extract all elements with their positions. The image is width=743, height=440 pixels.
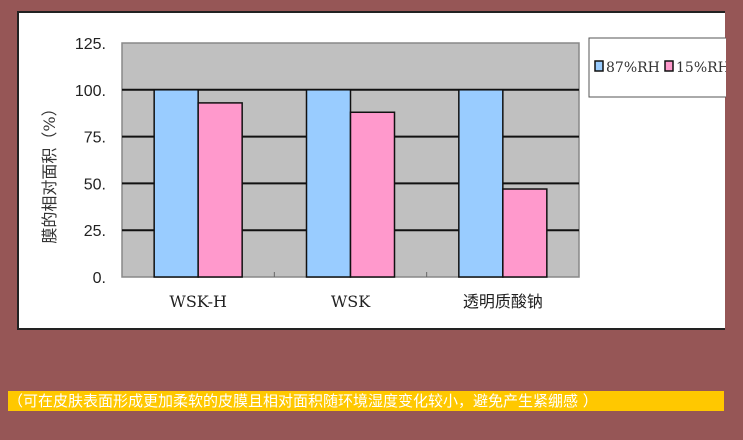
y-tick-label: 50. bbox=[84, 176, 106, 193]
x-tick-label: WSK bbox=[331, 292, 371, 311]
y-tick-label: 100. bbox=[75, 83, 106, 100]
background-strip bbox=[726, 0, 743, 340]
legend-swatch-15%RH bbox=[664, 60, 674, 72]
bar-87%RH-透明质酸钠 bbox=[458, 89, 504, 278]
y-tick-label: 125. bbox=[75, 36, 106, 53]
bar-15%RH-WSK-H bbox=[197, 102, 243, 278]
caption-banner: （可在皮肤表面形成更加柔软的皮膜且相对面积随环境湿度变化较小，避免产生紧绷感 ） bbox=[8, 391, 724, 411]
bar-87%RH-WSK-H bbox=[153, 89, 199, 278]
legend-swatch-87%RH bbox=[594, 60, 604, 72]
bar-15%RH-透明质酸钠 bbox=[502, 188, 548, 278]
legend-label: 87%RH bbox=[606, 60, 660, 76]
legend-label: 15%RH bbox=[676, 60, 730, 76]
bar-15%RH-WSK bbox=[349, 111, 396, 278]
x-tick-label: 透明质酸钠 bbox=[463, 292, 543, 311]
y-tick-label: 0. bbox=[93, 270, 106, 287]
bar-87%RH-WSK bbox=[305, 89, 352, 278]
legend-box bbox=[588, 37, 730, 98]
y-tick-label: 25. bbox=[84, 223, 106, 240]
y-axis-label: 膜的相对面积（%） bbox=[40, 100, 59, 243]
y-tick-label: 75. bbox=[84, 130, 106, 147]
x-tick-label: WSK-H bbox=[169, 292, 227, 311]
